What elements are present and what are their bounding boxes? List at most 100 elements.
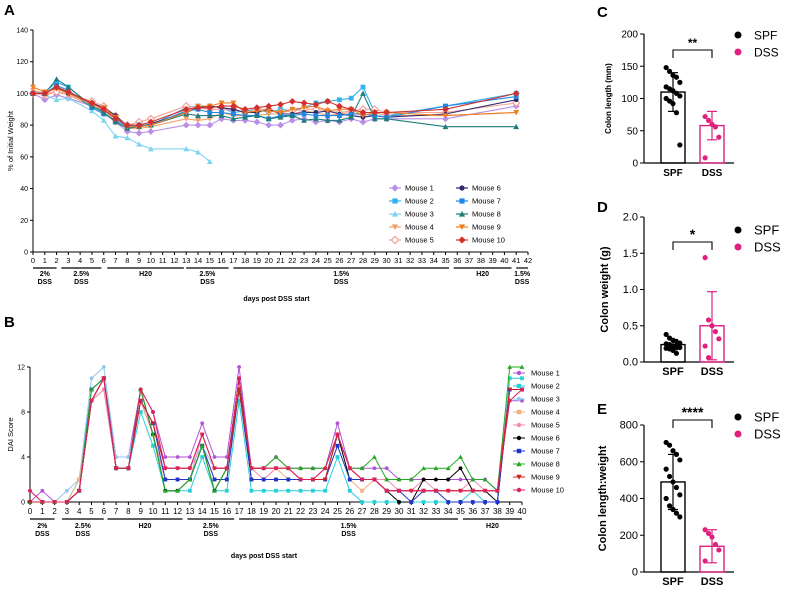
data-point xyxy=(195,112,201,119)
data-point xyxy=(206,104,214,112)
x-tick-label: 0 xyxy=(31,256,35,265)
legend-marker xyxy=(391,210,399,217)
data-point xyxy=(273,454,279,459)
data-point xyxy=(335,421,340,426)
x-tick-label: 1 xyxy=(40,507,45,516)
data-point xyxy=(384,500,389,504)
data-point xyxy=(249,466,254,471)
data-point xyxy=(666,503,673,509)
y-tick-label: 80 xyxy=(20,123,28,130)
data-point xyxy=(458,477,463,482)
significance-label: ** xyxy=(688,36,698,50)
x-tick-label: 19 xyxy=(253,256,261,265)
data-point xyxy=(458,488,463,493)
x-tick-label: 21 xyxy=(284,507,293,516)
data-point xyxy=(677,344,683,351)
x-tick-label: 16 xyxy=(222,507,231,516)
legend-label: Mouse 8 xyxy=(472,210,501,219)
category-label: SPF xyxy=(662,576,684,588)
x-tick-label: 37 xyxy=(465,256,473,265)
data-point xyxy=(254,112,260,119)
data-point xyxy=(507,387,513,392)
legend-marker xyxy=(391,184,399,192)
data-point xyxy=(507,376,512,381)
data-point xyxy=(100,105,108,113)
data-point xyxy=(30,84,36,90)
data-point xyxy=(712,124,719,130)
data-point xyxy=(336,117,343,123)
legend-marker xyxy=(734,413,742,421)
x-tick-label: 8 xyxy=(125,256,129,265)
data-point xyxy=(274,488,278,493)
data-point xyxy=(384,488,389,493)
y-tick-label: 400 xyxy=(620,493,638,505)
data-point xyxy=(324,117,331,123)
data-point xyxy=(277,114,284,120)
data-point xyxy=(673,74,680,80)
y-tick-label: 4 xyxy=(21,455,25,462)
data-point xyxy=(261,477,266,482)
data-point xyxy=(136,141,142,147)
series-line xyxy=(30,365,227,503)
data-point xyxy=(301,105,307,111)
data-point xyxy=(253,118,261,126)
phase-label: DSS xyxy=(334,279,349,286)
phase-label: H20 xyxy=(139,523,152,530)
data-point xyxy=(89,107,95,114)
series-line xyxy=(30,376,522,503)
x-tick-label: 30 xyxy=(382,256,390,265)
data-point xyxy=(677,457,683,463)
data-point xyxy=(147,128,155,135)
y-tick-label: 0.0 xyxy=(623,357,638,369)
data-point xyxy=(666,473,673,480)
data-point xyxy=(163,466,168,471)
data-point xyxy=(716,547,722,553)
legend-label: Mouse 3 xyxy=(405,210,434,219)
data-point xyxy=(663,331,669,338)
legend-label: Mouse 5 xyxy=(531,421,560,430)
phase-label: DSS xyxy=(76,531,91,538)
y-tick-label: 0.5 xyxy=(623,320,638,332)
x-tick-label: 34 xyxy=(444,507,453,516)
y-tick-label: 100 xyxy=(16,91,28,98)
x-tick-label: 3 xyxy=(65,507,70,516)
x-tick-label: 20 xyxy=(272,507,281,516)
data-point xyxy=(348,111,354,117)
x-tick-label: 24 xyxy=(312,256,320,265)
data-point xyxy=(124,134,131,141)
phase-label: DSS xyxy=(74,279,89,286)
data-point xyxy=(77,477,82,482)
y-tick-label: 0 xyxy=(24,250,28,257)
data-point xyxy=(123,128,131,135)
x-tick-label: 4 xyxy=(77,507,82,516)
data-point xyxy=(230,111,236,117)
y-axis-label: DAI Score xyxy=(6,417,15,451)
series-line xyxy=(30,376,522,504)
data-point xyxy=(409,488,414,493)
data-point xyxy=(230,115,237,122)
data-point xyxy=(360,500,364,504)
legend-label: Mouse 10 xyxy=(472,236,505,245)
data-point xyxy=(89,387,94,392)
data-point xyxy=(183,146,190,152)
data-point xyxy=(218,102,225,110)
y-tick-label: 150 xyxy=(621,62,638,73)
data-point xyxy=(277,101,284,108)
data-point xyxy=(670,479,676,485)
x-tick-label: 34 xyxy=(430,256,438,265)
data-point xyxy=(151,410,155,414)
legend-marker xyxy=(516,396,522,402)
data-point xyxy=(705,117,712,124)
legend-label: Mouse 6 xyxy=(531,434,560,443)
data-point xyxy=(89,398,94,403)
x-tick-label: 18 xyxy=(241,256,249,265)
data-point xyxy=(253,104,261,112)
data-point xyxy=(313,113,319,119)
data-point xyxy=(670,506,676,513)
x-tick-label: 20 xyxy=(265,256,273,265)
phase-label: DSS xyxy=(35,531,50,538)
phase-label: 2% xyxy=(37,523,48,530)
x-tick-label: 27 xyxy=(347,256,355,265)
data-point xyxy=(277,121,284,129)
x-tick-label: 8 xyxy=(126,507,131,516)
